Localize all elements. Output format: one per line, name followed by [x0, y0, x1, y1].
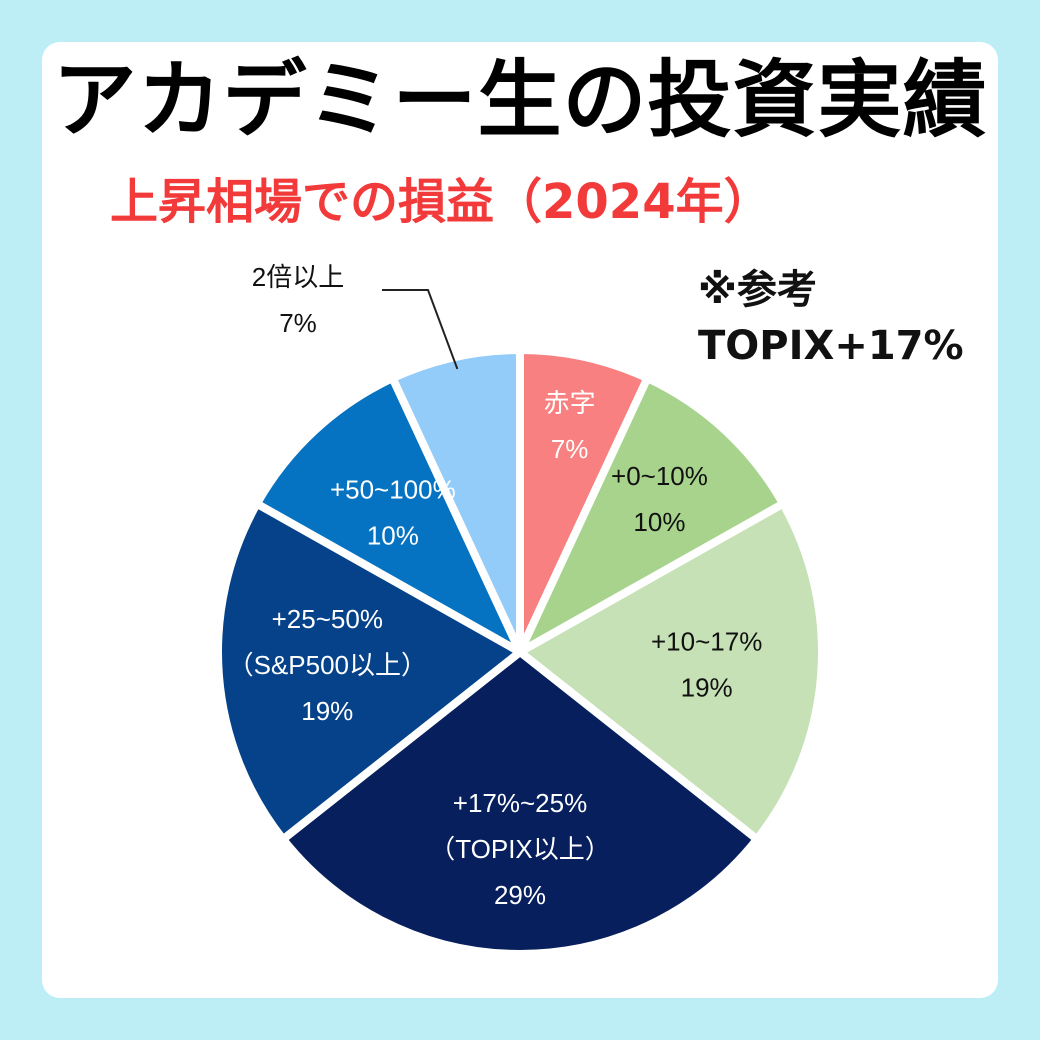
slice-label-4-line-2: （TOPIX以上） — [429, 834, 611, 864]
slice-label-7-line-2: 7% — [279, 308, 317, 338]
slice-label-2-line-2: 10% — [633, 507, 685, 537]
slice-label-3-line-2: 19% — [681, 672, 733, 702]
pie-slice-7 — [388, 346, 524, 656]
page-subtitle: 上昇相場での損益（2024年） — [110, 174, 772, 230]
pie-slice-4 — [279, 648, 761, 958]
pie-labels: 赤字 7% +0~10% 10% +10~17% 19% +17%~25% （TOPIX以上）… — [228, 262, 763, 910]
callout-annotation — [382, 289, 459, 370]
reference-label: ※参考 — [698, 267, 817, 313]
slice-label-6-line-2: 10% — [367, 520, 419, 550]
reference-note: ※参考 TOPIX+17% — [698, 262, 964, 374]
slice-label-5-line-3: 19% — [301, 696, 353, 726]
pie-slice-5 — [214, 499, 524, 844]
slice-label-2-line-1: +0~10% — [611, 461, 708, 491]
callout-line — [382, 289, 459, 370]
slice-label-3-line-1: +10~17% — [651, 626, 762, 656]
slice-label-5-line-2: （S&P500以上） — [228, 650, 427, 680]
slice-label-4-line-1: +17%~25% — [453, 788, 587, 818]
pie-slices — [214, 346, 826, 958]
page-title: アカデミー生の投資実績 — [52, 51, 988, 149]
reference-value: TOPIX+17% — [698, 323, 964, 369]
slice-label-5-line-1: +25~50% — [272, 604, 383, 634]
slice-label-6-line-1: +50~100% — [330, 474, 456, 504]
slice-label-4-line-3: 29% — [494, 880, 546, 910]
pie-slice-3 — [516, 499, 826, 844]
pie-slice-6 — [252, 374, 524, 656]
slice-label-1-line-2: 7% — [551, 434, 589, 464]
slice-label-7-line-1: 2倍以上 — [252, 262, 344, 292]
pie-slice-2 — [516, 374, 788, 656]
slice-label-1-line-1: 赤字 — [544, 388, 596, 418]
